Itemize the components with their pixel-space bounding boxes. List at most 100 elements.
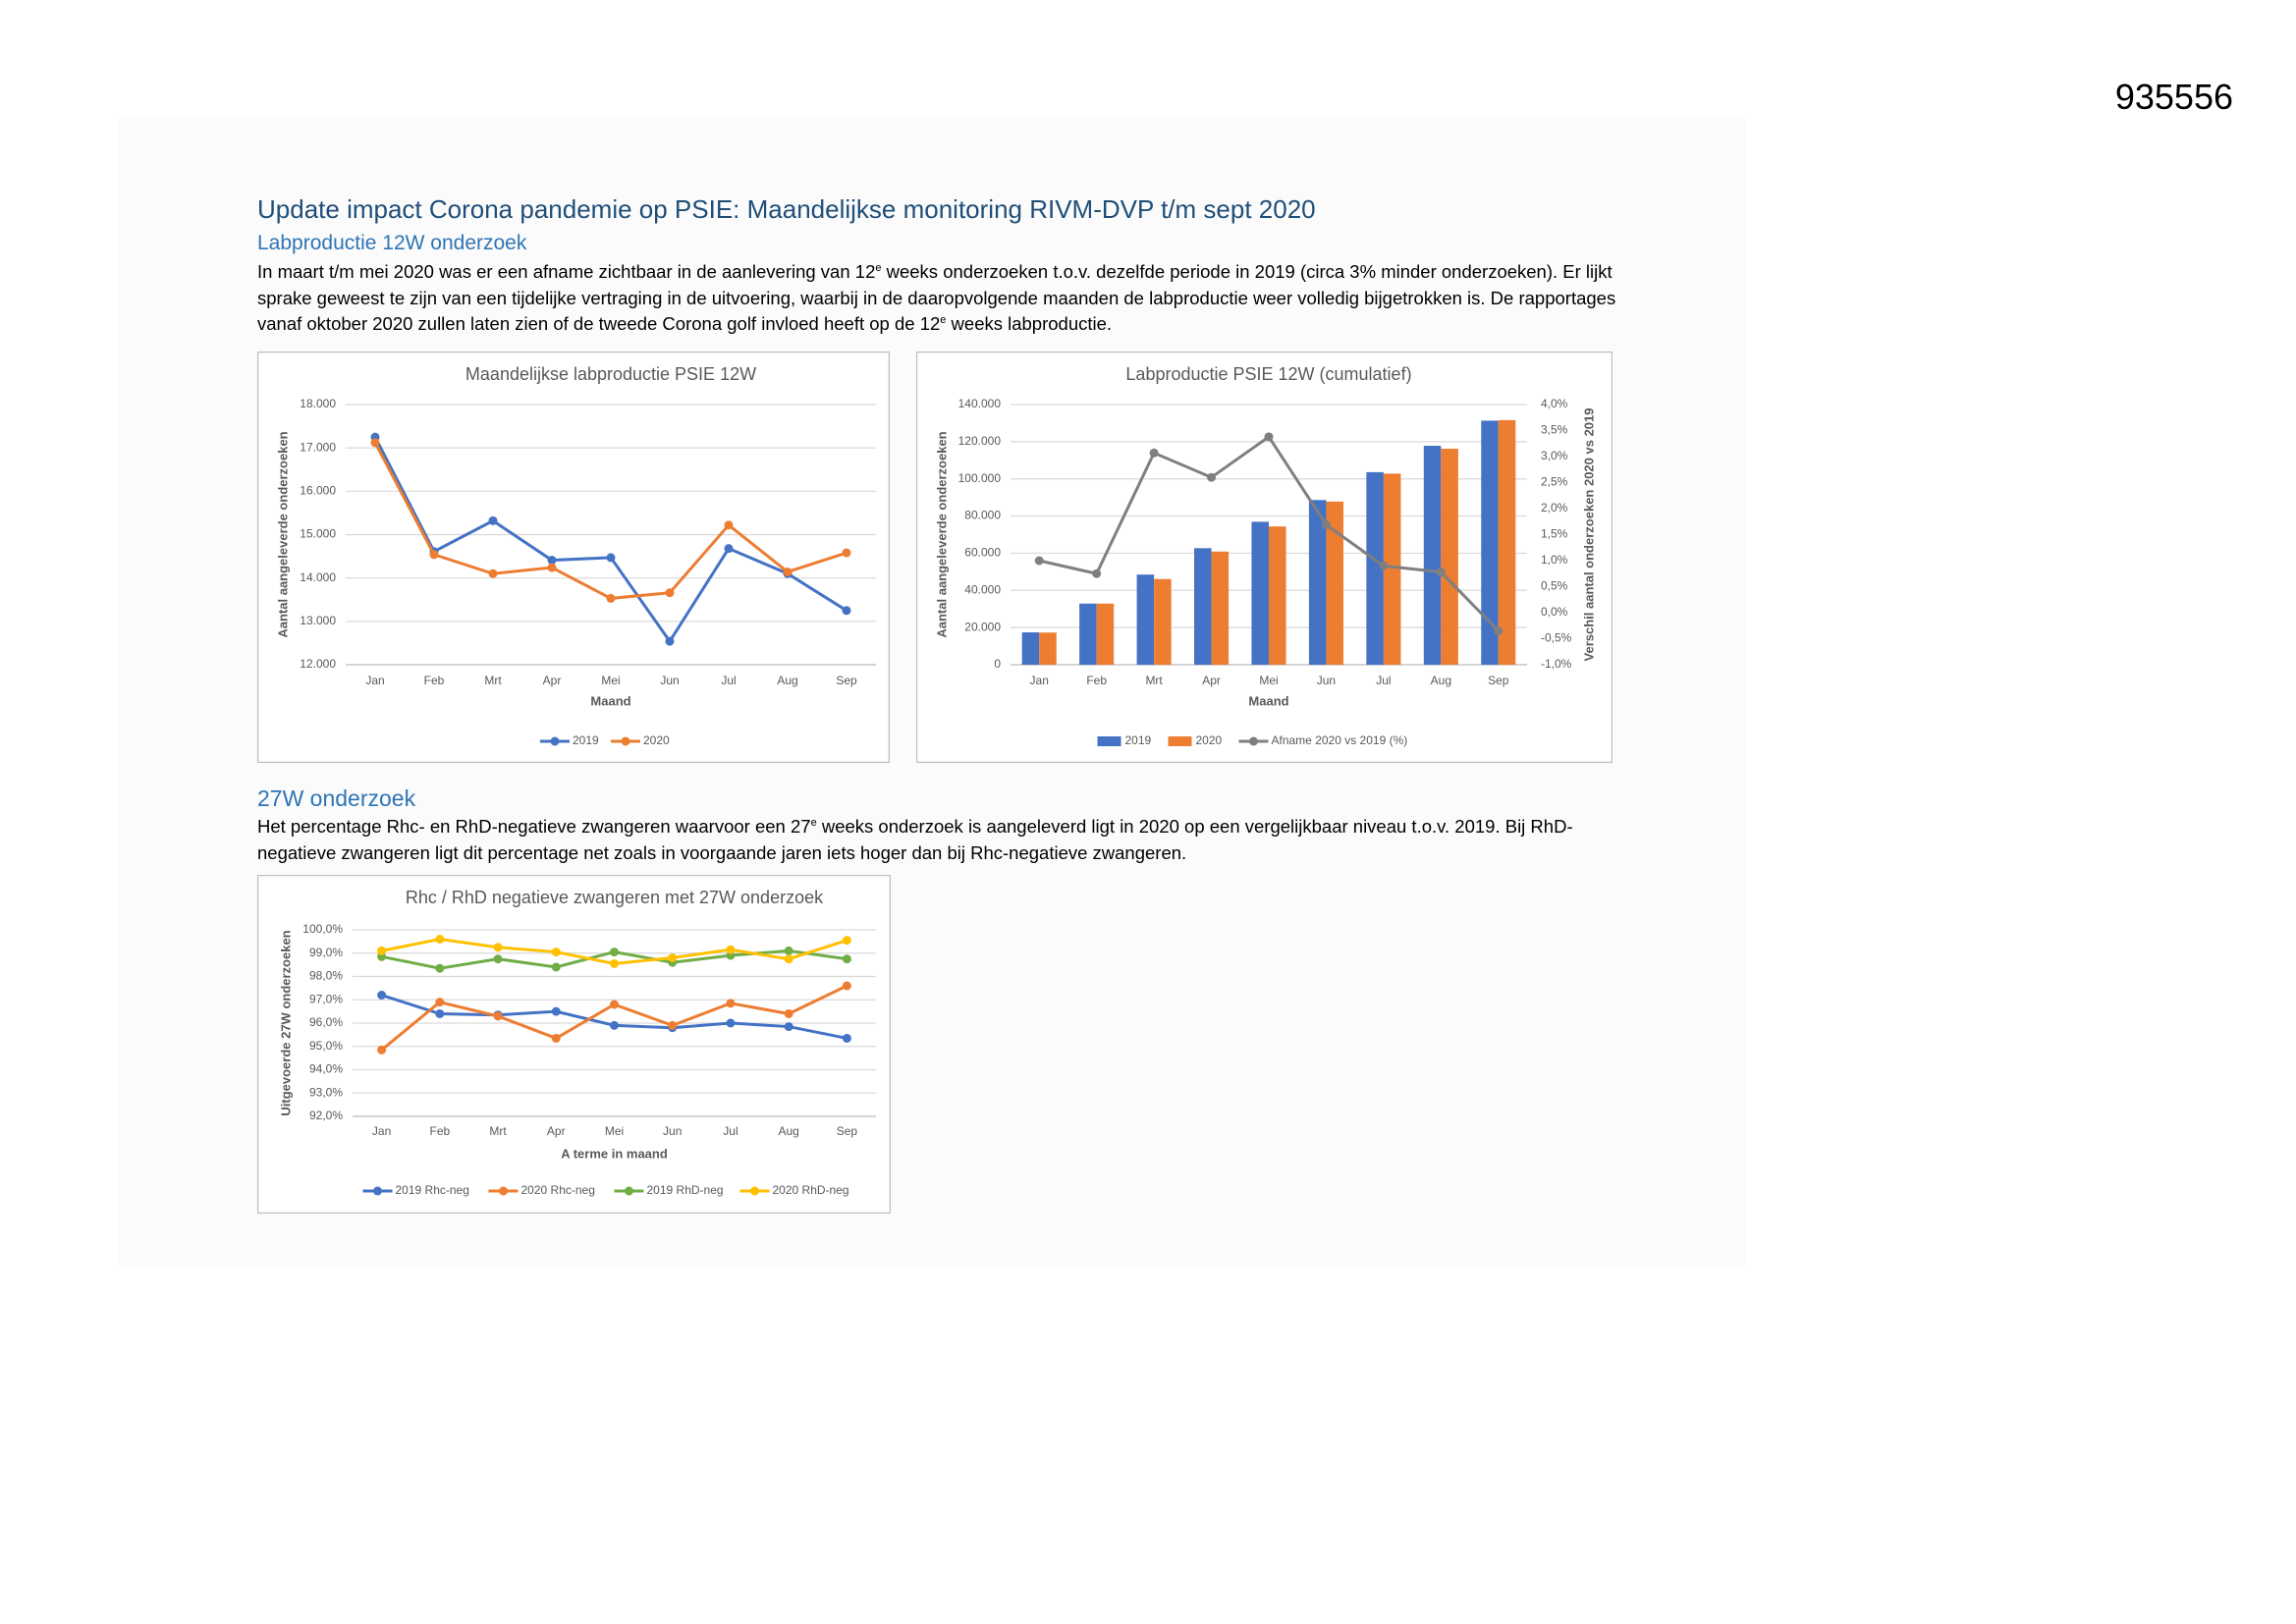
data-point <box>493 1011 503 1021</box>
data-point <box>784 946 793 955</box>
x-axis-title: A terme in maand <box>561 1146 668 1161</box>
x-tick-label: Mrt <box>1145 674 1163 687</box>
bar <box>1423 446 1442 665</box>
y-tick-label: 100.000 <box>958 471 1002 485</box>
chart-title: Labproductie PSIE 12W (cumulatief) <box>1125 364 1411 384</box>
legend-label: 2019 RhD-neg <box>647 1183 724 1197</box>
y-tick-label: 14.000 <box>300 570 336 584</box>
data-point <box>784 1009 793 1018</box>
bar <box>1481 420 1499 665</box>
legend-label: 2019 <box>1125 733 1152 747</box>
y-tick-label: 95,0% <box>309 1039 343 1053</box>
data-point <box>551 947 561 957</box>
y-tick-label: 12.000 <box>300 657 336 671</box>
data-point <box>726 945 736 954</box>
x-tick-label: Jul <box>723 1124 738 1138</box>
y-axis-title: Aantal aangeleverde onderzoeken <box>275 431 290 637</box>
superscript: e <box>875 261 882 274</box>
y-tick-label: 60.000 <box>964 546 1001 560</box>
y-tick-label: 20.000 <box>964 620 1001 633</box>
data-point <box>435 935 445 944</box>
chart-border <box>257 875 891 1214</box>
legend-label: 2019 <box>573 733 599 747</box>
data-point <box>493 943 503 952</box>
y-tick-label: 120.000 <box>958 434 1002 448</box>
y-tick-label: 96,0% <box>309 1015 343 1029</box>
x-tick-label: Feb <box>429 1124 450 1138</box>
data-point <box>1436 568 1446 577</box>
x-tick-label: Aug <box>778 1124 798 1138</box>
x-tick-label: Jan <box>1030 674 1049 687</box>
legend-label: 2020 RhD-neg <box>773 1183 849 1197</box>
bar <box>1441 449 1458 665</box>
bar <box>1308 500 1327 665</box>
x-tick-label: Aug <box>777 674 797 687</box>
data-point <box>842 936 851 946</box>
x-tick-label: Apr <box>1202 674 1221 687</box>
text: In maart t/m mei 2020 was er een afname … <box>257 261 876 282</box>
bar <box>1096 603 1115 665</box>
legend-swatch <box>1097 736 1121 746</box>
data-point <box>1092 568 1102 578</box>
superscript: e <box>940 313 947 326</box>
x-tick-label: Sep <box>836 674 857 687</box>
y2-tick-label: 3,5% <box>1541 423 1568 437</box>
x-tick-label: Apr <box>547 1124 566 1138</box>
y-tick-label: 40.000 <box>964 582 1001 596</box>
y-tick-label: 93,0% <box>309 1085 343 1099</box>
chart: Maandelijkse labproductie PSIE 12W 12.000… <box>257 352 890 763</box>
data-point <box>429 550 439 560</box>
data-point <box>1379 561 1389 570</box>
text: weeks onderzoek is aangeleverd ligt in 2… <box>257 816 1573 863</box>
data-point <box>610 1020 619 1030</box>
data-point <box>1149 448 1159 458</box>
x-tick-label: Apr <box>543 674 562 687</box>
chart-border <box>257 352 890 763</box>
y-tick-label: 92,0% <box>309 1109 343 1122</box>
data-point <box>377 946 387 955</box>
data-point <box>724 520 734 530</box>
x-tick-label: Jun <box>660 674 679 687</box>
data-point <box>435 998 445 1007</box>
bar <box>1136 574 1155 665</box>
legend-label: 2020 <box>1196 733 1223 747</box>
bar <box>1039 632 1057 665</box>
y-tick-label: 17.000 <box>300 440 336 454</box>
data-point <box>784 1022 793 1032</box>
x-tick-label: Mrt <box>484 674 502 687</box>
chart: Rhc / RhD negatieve zwangeren met 27W on… <box>257 875 891 1214</box>
x-tick-label: Mei <box>605 1124 624 1138</box>
data-point <box>726 1018 736 1028</box>
page-number: 935556 <box>2114 77 2233 117</box>
data-point <box>551 1033 561 1043</box>
legend-marker <box>499 1186 508 1196</box>
data-point <box>551 1006 561 1016</box>
bar <box>1079 603 1097 665</box>
x-tick-label: Feb <box>424 674 445 687</box>
x-tick-label: Mei <box>1259 674 1278 687</box>
x-tick-label: Mrt <box>489 1124 507 1138</box>
y-tick-label: 16.000 <box>300 484 336 498</box>
y2-tick-label: -1,0% <box>1541 657 1572 671</box>
data-point <box>606 553 616 563</box>
legend-label: Afname 2020 vs 2019 (%) <box>1272 733 1408 747</box>
superscript: e <box>810 816 817 829</box>
y2-tick-label: 0,5% <box>1541 579 1568 593</box>
y2-tick-label: 2,0% <box>1541 501 1568 514</box>
legend-marker <box>621 736 630 746</box>
legend-marker <box>750 1186 759 1196</box>
bar <box>1021 632 1040 665</box>
y2-tick-label: 3,0% <box>1541 449 1568 462</box>
data-point <box>370 438 380 448</box>
y-axis-title: Uitgevoerde 27W onderzoeken <box>278 930 293 1115</box>
legend-swatch <box>1168 736 1192 746</box>
section-heading: 27W onderzoek <box>257 785 416 811</box>
y-tick-label: 94,0% <box>309 1062 343 1076</box>
x-axis-title: Maand <box>1248 693 1288 708</box>
chart-title: Maandelijkse labproductie PSIE 12W <box>465 364 756 384</box>
data-point <box>668 953 678 962</box>
bar <box>1383 473 1401 665</box>
legend-label: 2019 Rhc-neg <box>396 1183 469 1197</box>
data-point <box>784 954 793 964</box>
y-axis-title: Aantal aangeleverde onderzoeken <box>934 431 949 637</box>
